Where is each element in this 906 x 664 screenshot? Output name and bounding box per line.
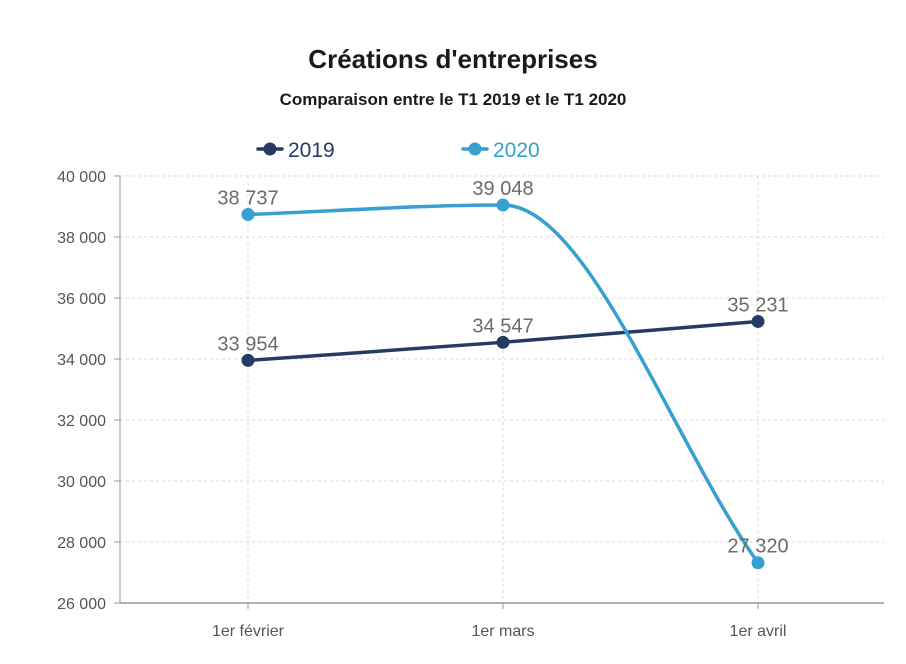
- series-line-2020: [246, 203, 760, 565]
- data-label-2019: 33 954: [217, 333, 278, 355]
- chart-subtitle: Comparaison entre le T1 2019 et le T1 20…: [279, 90, 627, 109]
- x-tick-label: 1er février: [212, 623, 285, 640]
- y-tick-label: 34 000: [57, 352, 106, 369]
- data-point-2020[interactable]: [751, 556, 765, 570]
- data-labels: 33 954 34 547 35 231 38 737 39 048 27 320: [217, 178, 788, 558]
- y-tick-label: 40 000: [57, 169, 106, 186]
- x-tick-label: 1er mars: [471, 623, 534, 640]
- legend-swatch-marker: [263, 142, 277, 156]
- data-point-2020[interactable]: [496, 198, 510, 212]
- gridlines: [120, 175, 884, 603]
- y-tick-label: 38 000: [57, 230, 106, 247]
- y-tick-label: 36 000: [57, 291, 106, 308]
- y-tick-label: 32 000: [57, 413, 106, 430]
- legend-label: 2020: [493, 139, 540, 162]
- legend-label: 2019: [288, 139, 335, 162]
- y-tick-label: 30 000: [57, 474, 106, 491]
- y-axis-ticks: 40 000 38 000 36 000 34 000 32 000 30 000 28 0…: [57, 169, 120, 613]
- data-label-2020: 27 320: [727, 536, 788, 558]
- legend-item-2020[interactable]: 2020: [461, 139, 540, 162]
- legend-swatch-marker: [468, 142, 482, 156]
- data-point-2020[interactable]: [241, 208, 255, 222]
- y-tick-label: 28 000: [57, 535, 106, 552]
- axes: [119, 176, 884, 604]
- series-lines: [241, 198, 765, 570]
- data-label-2020: 39 048: [472, 178, 533, 200]
- x-axis-ticks: 1er février 1er mars 1er avril: [212, 603, 786, 640]
- data-label-2019: 35 231: [727, 294, 788, 316]
- x-tick-label: 1er avril: [730, 623, 787, 640]
- legend[interactable]: 2019 2020: [256, 139, 540, 162]
- data-point-2019[interactable]: [496, 335, 510, 349]
- data-label-2019: 34 547: [472, 315, 533, 337]
- chart-title: Créations d'entreprises: [308, 44, 598, 74]
- y-tick-label: 26 000: [57, 596, 106, 613]
- data-label-2020: 38 737: [217, 188, 278, 210]
- data-point-2019[interactable]: [751, 314, 765, 328]
- legend-item-2019[interactable]: 2019: [256, 139, 335, 162]
- data-point-2019[interactable]: [241, 353, 255, 367]
